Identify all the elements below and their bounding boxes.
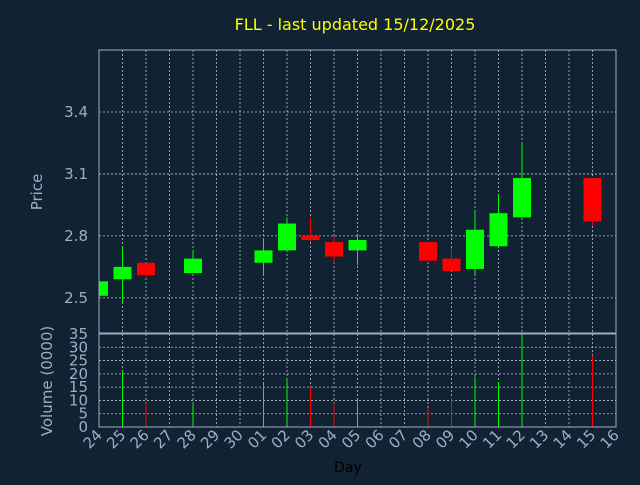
x-tick-label: 03	[291, 426, 317, 452]
x-tick-label: 08	[409, 426, 435, 452]
volume-tick-label: 20	[69, 365, 88, 383]
candle-body	[254, 250, 273, 263]
x-tick-label: 29	[197, 426, 223, 452]
price-tick-label: 2.8	[64, 227, 88, 245]
volume-panel-frame	[98, 333, 617, 428]
x-tick-label: 11	[479, 426, 505, 452]
price-tick-label: 3.1	[64, 165, 88, 183]
candle-body	[442, 258, 461, 272]
x-tick-label: 25	[103, 426, 129, 452]
x-tick-label: 06	[362, 426, 388, 452]
candle-body	[489, 213, 508, 247]
candle-body	[419, 242, 437, 261]
x-tick-label: 27	[150, 426, 176, 452]
volume-tick-label: 30	[69, 338, 88, 356]
candle-body	[325, 242, 343, 257]
candle-body	[466, 229, 484, 269]
volume-tick-label: 25	[69, 352, 88, 370]
price-panel-frame	[98, 49, 617, 334]
candle-body	[113, 266, 132, 280]
x-tick-label: 01	[244, 426, 270, 452]
volume-tick-label: 0	[78, 418, 88, 436]
x-axis-label: Day	[334, 460, 362, 476]
candle-body	[513, 178, 531, 218]
volume-tick-label: 15	[69, 378, 88, 396]
candle-body	[583, 178, 602, 222]
candle-body	[348, 240, 367, 251]
chart-title: FLL - last updated 15/12/2025	[235, 15, 476, 34]
x-tick-label: 04	[315, 426, 341, 452]
x-tick-label: 13	[526, 426, 552, 452]
price-tick-label: 3.4	[64, 103, 88, 121]
price-tick-label: 2.5	[64, 289, 88, 307]
x-tick-label: 28	[174, 426, 200, 452]
x-tick-label: 05	[338, 426, 364, 452]
volume-axis-label: Volume (0000)	[38, 326, 56, 436]
candle-body	[301, 235, 320, 241]
x-tick-label: 10	[456, 426, 482, 452]
price-axis-label: Price	[28, 174, 46, 211]
x-tick-label: 14	[550, 426, 576, 452]
x-tick-label: 12	[503, 426, 529, 452]
candle-body	[184, 258, 202, 274]
volume-tick-label: 5	[78, 405, 88, 423]
volume-tick-label: 35	[69, 325, 88, 343]
x-tick-label: 15	[573, 426, 599, 452]
x-tick-label: 02	[268, 426, 294, 452]
x-tick-label: 30	[221, 426, 247, 452]
candle-body	[137, 262, 155, 276]
candle-body	[278, 223, 296, 251]
x-tick-label: 26	[127, 426, 153, 452]
candle-body	[99, 281, 108, 296]
x-tick-label: 09	[432, 426, 458, 452]
x-tick-label: 07	[385, 426, 411, 452]
x-tick-label: 16	[597, 426, 623, 452]
volume-tick-label: 10	[69, 391, 88, 409]
